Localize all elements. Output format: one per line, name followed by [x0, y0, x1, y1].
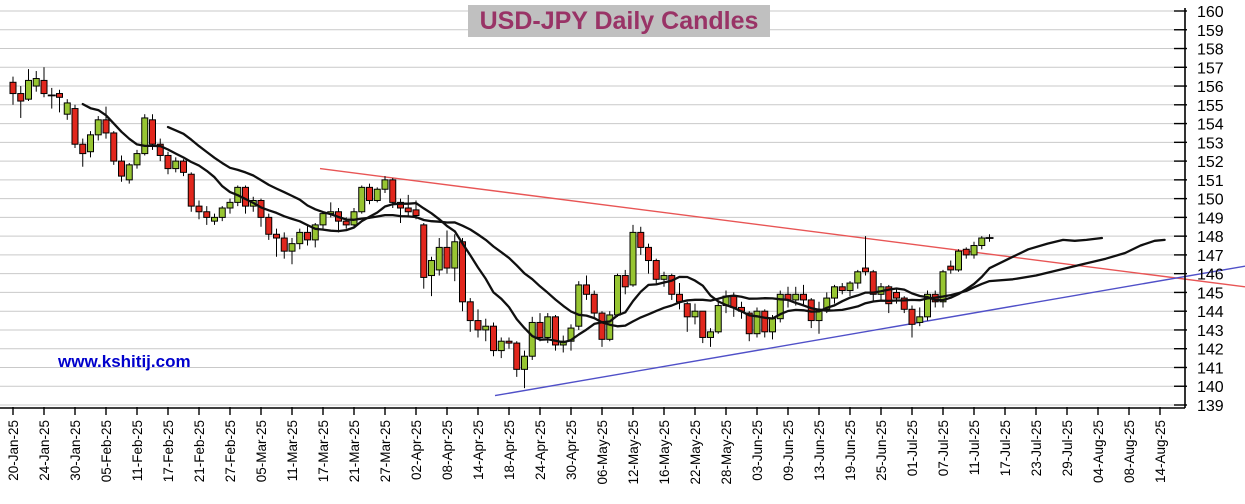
svg-text:27-Mar-25: 27-Mar-25 — [378, 420, 393, 482]
svg-text:142: 142 — [1197, 342, 1224, 359]
svg-text:30-Apr-25: 30-Apr-25 — [564, 420, 579, 480]
svg-text:147: 147 — [1197, 248, 1224, 265]
svg-text:17-Feb-25: 17-Feb-25 — [161, 420, 176, 482]
fast-ma-line — [81, 102, 1104, 344]
svg-text:25-Jun-25: 25-Jun-25 — [874, 420, 889, 481]
svg-text:150: 150 — [1197, 192, 1224, 209]
svg-text:09-Jun-25: 09-Jun-25 — [781, 420, 796, 481]
svg-text:159: 159 — [1197, 23, 1224, 40]
svg-text:14-Apr-25: 14-Apr-25 — [471, 420, 486, 480]
svg-text:152: 152 — [1197, 154, 1224, 171]
svg-text:08-Apr-25: 08-Apr-25 — [440, 420, 455, 480]
svg-text:05-Mar-25: 05-Mar-25 — [254, 420, 269, 482]
svg-text:12-May-25: 12-May-25 — [626, 420, 641, 485]
svg-text:144: 144 — [1197, 304, 1224, 321]
svg-text:17-Mar-25: 17-Mar-25 — [316, 420, 331, 482]
trendline-resistance — [319, 167, 1245, 288]
svg-text:24-Jan-25: 24-Jan-25 — [37, 420, 52, 481]
svg-text:23-Jul-25: 23-Jul-25 — [1029, 420, 1044, 476]
svg-text:08-Aug-25: 08-Aug-25 — [1122, 420, 1137, 483]
x-axis: 20-Jan-25 24-Jan-25 30-Jan-25 05-Feb-25 11-F… — [0, 407, 1185, 485]
svg-text:11-Mar-25: 11-Mar-25 — [285, 420, 300, 481]
slow-ma-line — [166, 125, 1166, 328]
svg-text:148: 148 — [1197, 229, 1224, 246]
svg-text:07-Jul-25: 07-Jul-25 — [936, 420, 951, 476]
grid-lines — [0, 10, 1185, 406]
svg-text:18-Apr-25: 18-Apr-25 — [502, 420, 517, 480]
trendline-support — [494, 265, 1245, 397]
svg-text:149: 149 — [1197, 210, 1224, 227]
svg-text:14-Aug-25: 14-Aug-25 — [1153, 420, 1168, 483]
svg-text:20-Jan-25: 20-Jan-25 — [6, 420, 21, 481]
svg-text:16-May-25: 16-May-25 — [657, 420, 672, 485]
svg-text:04-Aug-25: 04-Aug-25 — [1091, 420, 1106, 483]
svg-text:143: 143 — [1197, 323, 1224, 340]
svg-text:153: 153 — [1197, 135, 1224, 152]
svg-text:13-Jun-25: 13-Jun-25 — [812, 420, 827, 481]
svg-text:160: 160 — [1197, 4, 1224, 21]
svg-text:140: 140 — [1197, 379, 1224, 396]
svg-text:156: 156 — [1197, 79, 1224, 96]
svg-text:06-May-25: 06-May-25 — [595, 420, 610, 485]
svg-text:139: 139 — [1197, 398, 1224, 415]
svg-text:01-Jul-25: 01-Jul-25 — [905, 420, 920, 476]
svg-text:24-Apr-25: 24-Apr-25 — [533, 420, 548, 480]
svg-text:11-Jul-25: 11-Jul-25 — [967, 420, 982, 475]
svg-text:27-Feb-25: 27-Feb-25 — [223, 420, 238, 482]
svg-text:155: 155 — [1197, 98, 1224, 115]
svg-text:11-Feb-25: 11-Feb-25 — [130, 420, 145, 481]
svg-text:151: 151 — [1197, 173, 1224, 190]
svg-text:158: 158 — [1197, 42, 1224, 59]
watermark-text: www.kshitij.com — [58, 352, 191, 371]
svg-text:03-Jun-25: 03-Jun-25 — [750, 420, 765, 481]
candles-layer — [9, 67, 994, 389]
svg-text:02-Apr-25: 02-Apr-25 — [409, 420, 424, 480]
svg-text:21-Feb-25: 21-Feb-25 — [192, 420, 207, 482]
svg-text:22-May-25: 22-May-25 — [688, 420, 703, 485]
svg-text:28-May-25: 28-May-25 — [719, 420, 734, 485]
svg-text:17-Jul-25: 17-Jul-25 — [998, 420, 1013, 476]
svg-text:154: 154 — [1197, 117, 1224, 134]
y-axis: 1391401411421431441451461471481491501511… — [1174, 4, 1224, 415]
svg-text:21-Mar-25: 21-Mar-25 — [347, 420, 362, 482]
svg-text:30-Jan-25: 30-Jan-25 — [68, 420, 83, 481]
svg-text:146: 146 — [1197, 267, 1224, 284]
svg-text:19-Jun-25: 19-Jun-25 — [843, 420, 858, 481]
chart-title: USD-JPY Daily Candles — [468, 5, 770, 37]
svg-text:145: 145 — [1197, 285, 1224, 302]
svg-text:29-Jul-25: 29-Jul-25 — [1060, 420, 1075, 476]
svg-text:05-Feb-25: 05-Feb-25 — [99, 420, 114, 482]
svg-text:157: 157 — [1197, 60, 1224, 77]
svg-text:141: 141 — [1197, 360, 1224, 377]
